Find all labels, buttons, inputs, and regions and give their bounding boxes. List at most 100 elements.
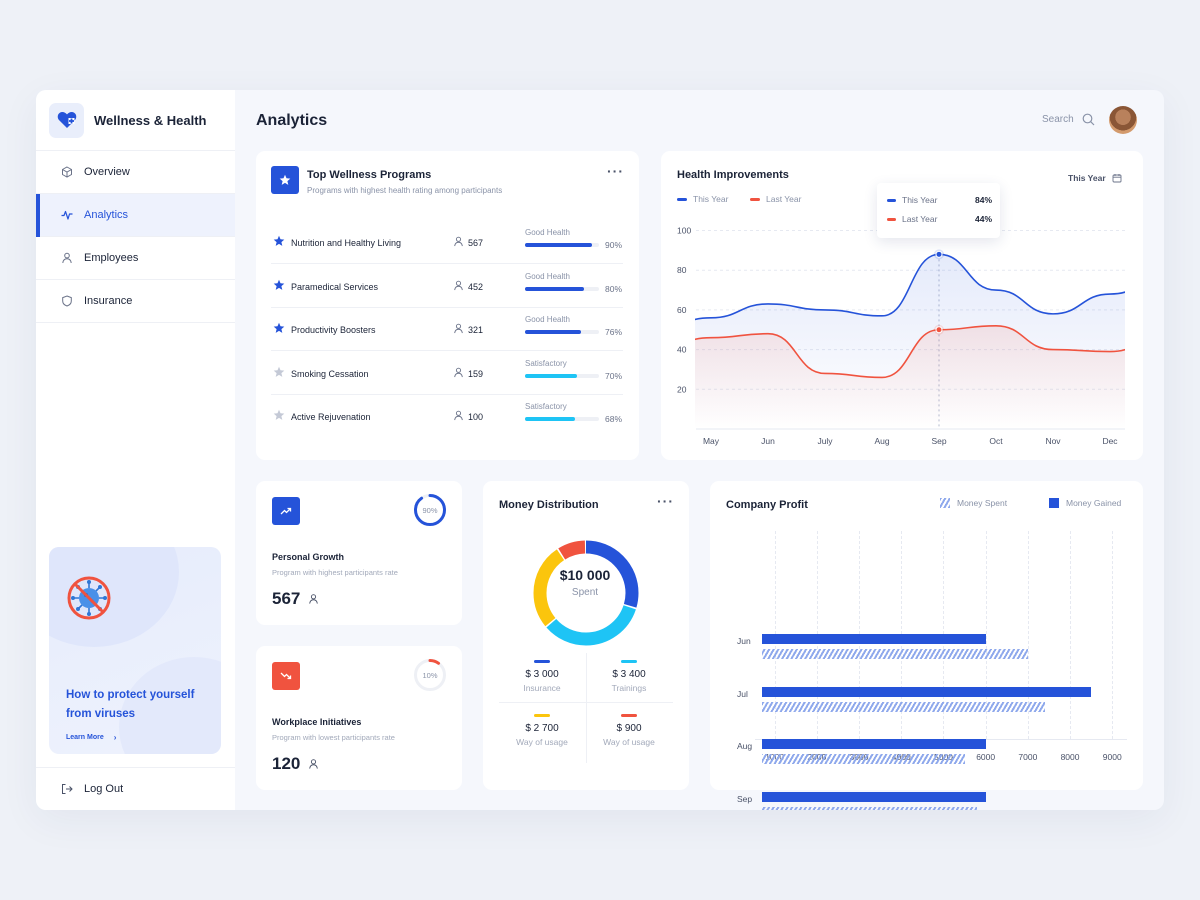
tooltip-swatch: [887, 198, 896, 202]
pulse-icon: [61, 209, 73, 221]
program-status: Good Health: [525, 315, 570, 324]
program-percent: 90%: [605, 240, 623, 250]
x-tick-label: Sep: [931, 436, 946, 446]
health-title: Health Improvements: [677, 169, 789, 181]
data-point[interactable]: [935, 326, 943, 334]
program-progress-fill: [525, 417, 576, 421]
series-line: [695, 324, 1125, 379]
row-divider: [271, 263, 623, 264]
calendar-icon: [1112, 174, 1122, 183]
nav-item-insurance[interactable]: Insurance: [36, 280, 235, 323]
user-icon: [454, 280, 463, 290]
data-point[interactable]: [935, 250, 943, 258]
avatar[interactable]: [1109, 106, 1137, 134]
health-improvements-card: Health Improvements This Year Last Year …: [661, 151, 1143, 460]
donut-slice[interactable]: [533, 540, 639, 646]
nav-label-analytics: Analytics: [84, 209, 129, 221]
user-icon: [309, 594, 319, 604]
legend-gained-label: Money Gained: [1066, 498, 1122, 508]
program-row[interactable]: Active Rejuvenation 100 Satisfactory 68%: [271, 394, 623, 438]
star-icon: [273, 279, 285, 290]
workplace-card[interactable]: 10% Workplace Initiatives Program with l…: [256, 646, 462, 790]
money-amount: $ 3 400: [612, 669, 646, 680]
star-icon: [273, 409, 285, 420]
user-icon: [454, 236, 463, 247]
money-swatch: [621, 714, 637, 717]
user-icon: [454, 323, 463, 334]
learn-more-label: Learn More: [66, 734, 104, 741]
nav-item-employees[interactable]: Employees: [36, 237, 235, 280]
x-tick-label: July: [817, 436, 833, 446]
tooltip-row-last-year: Last Year 44%: [887, 214, 992, 224]
promo-card[interactable]: How to protect yourself from viruses Lea…: [49, 547, 221, 754]
program-progress-fill: [525, 373, 577, 378]
bar-money-spent[interactable]: [762, 701, 1045, 712]
program-percent: 70%: [605, 370, 623, 381]
donut-slice[interactable]: [533, 540, 639, 646]
search-icon: [1082, 113, 1095, 126]
nav-item-overview[interactable]: Overview: [36, 151, 235, 194]
category-label: Sep: [737, 793, 753, 804]
user-icon: [309, 759, 319, 769]
grid-line: [1112, 531, 1114, 739]
progress-ring: [414, 659, 446, 691]
program-status: Satisfactory: [525, 402, 567, 411]
more-options-button[interactable]: ···: [657, 493, 674, 509]
tooltip-swatch: [887, 217, 896, 221]
money-label: Insurance: [523, 683, 561, 693]
star-icon: [273, 322, 285, 333]
top-programs-title: Top Wellness Programs: [307, 169, 432, 181]
series-line: [695, 253, 1125, 321]
brand[interactable]: Wellness & Health: [36, 90, 235, 151]
learn-more-link[interactable]: Learn More ›: [66, 733, 116, 742]
program-row[interactable]: Nutrition and Healthy Living 567 Good Heal…: [271, 220, 623, 264]
money-amount: $ 2 700: [525, 723, 559, 734]
money-swatch: [534, 660, 550, 663]
more-options-button[interactable]: ···: [607, 163, 624, 179]
logout-button[interactable]: Log Out: [36, 767, 235, 810]
star-icon: [273, 235, 285, 246]
bar-money-spent[interactable]: [762, 649, 1028, 659]
promo-title: How to protect yourself from viruses: [66, 689, 195, 720]
donut-slice[interactable]: [533, 540, 639, 646]
search-button[interactable]: Search: [1042, 113, 1095, 126]
trend-up-icon: [272, 497, 300, 525]
bar-money-spent[interactable]: [762, 806, 978, 810]
bar-money-gained[interactable]: [762, 686, 1092, 697]
donut-total-label: Spent: [571, 587, 599, 598]
period-label: This Year: [1068, 173, 1106, 183]
shield-icon: [61, 295, 73, 307]
program-row[interactable]: Smoking Cessation 159 Satisfactory 70%: [271, 351, 623, 395]
nav-label-overview: Overview: [84, 166, 130, 178]
period-selector[interactable]: This Year: [1068, 173, 1122, 183]
logout-label: Log Out: [84, 783, 124, 795]
tooltip-last-value: 44%: [974, 214, 992, 224]
tooltip-last-label: Last Year: [902, 214, 938, 224]
program-row[interactable]: Paramedical Services 452 Good Health 80%: [271, 264, 623, 308]
nav-label-employees: Employees: [84, 252, 139, 264]
x-tick-label: Nov: [1045, 436, 1061, 446]
program-count: 321: [468, 325, 484, 335]
money-label: Way of usage: [516, 737, 568, 747]
program-name: Paramedical Services: [291, 281, 379, 292]
bar-money-gained[interactable]: [762, 791, 986, 802]
legend-last-year: Last Year: [750, 194, 801, 204]
program-row[interactable]: Productivity Boosters 321 Good Health 76%: [271, 307, 623, 351]
bar-money-gained[interactable]: [762, 634, 986, 644]
personal-growth-card[interactable]: 90% Personal Growth Program with highest…: [256, 481, 462, 625]
bar-money-gained[interactable]: [762, 739, 986, 749]
money-label: Way of usage: [603, 737, 655, 747]
sidebar: Wellness & Health Overview Analytics Emp…: [36, 90, 235, 810]
cube-icon: [61, 166, 73, 178]
legend-swatch: [750, 197, 760, 201]
money-distribution-card: Money Distribution ··· $10 000 Spent $ 3…: [483, 481, 689, 790]
program-name: Productivity Boosters: [291, 325, 376, 335]
row-divider: [271, 350, 623, 351]
program-percent: 80%: [605, 283, 623, 294]
y-tick-label: 100: [677, 226, 691, 236]
nav-item-analytics[interactable]: Analytics: [36, 194, 235, 237]
grid-line: [1027, 531, 1029, 739]
star-icon: [273, 366, 285, 377]
bar-money-spent[interactable]: [762, 754, 965, 764]
program-count: 100: [468, 412, 484, 422]
